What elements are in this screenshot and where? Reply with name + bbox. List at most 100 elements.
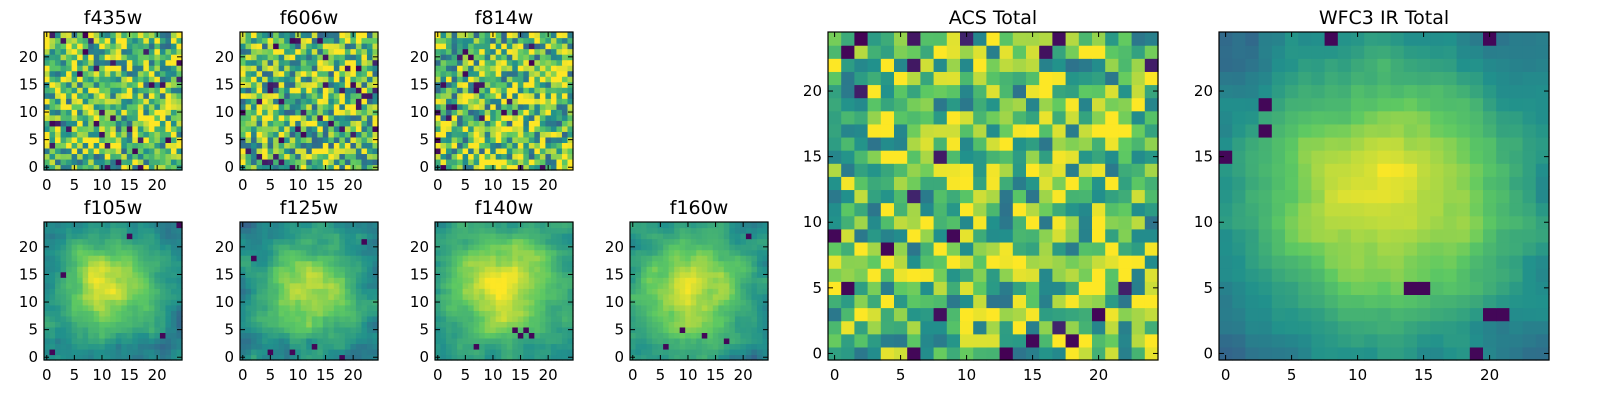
heatmap-cell <box>490 277 497 284</box>
heatmap-cell <box>295 109 302 116</box>
heatmap-cell <box>71 76 78 83</box>
heatmap-cell <box>528 32 535 39</box>
heatmap-cell <box>126 136 133 143</box>
heatmap-cell <box>635 260 642 267</box>
heatmap-cell <box>245 153 252 160</box>
heatmap-cell <box>44 92 51 99</box>
heatmap-cell <box>240 282 247 289</box>
heatmap-cell <box>473 158 480 166</box>
heatmap-cell <box>93 282 100 289</box>
heatmap-cell <box>256 249 263 256</box>
heatmap-cell <box>115 332 122 339</box>
heatmap-cell <box>82 109 89 116</box>
heatmap-cell <box>372 255 379 262</box>
heatmap-cell <box>561 92 569 99</box>
heatmap-cell <box>528 337 535 345</box>
heatmap-cell <box>501 114 508 121</box>
heatmap-cell <box>550 337 558 345</box>
heatmap-cell <box>663 321 670 328</box>
heatmap-cell <box>300 76 307 83</box>
heatmap-cell <box>355 109 363 116</box>
heatmap-cell <box>126 321 133 328</box>
heatmap-cell <box>556 266 563 273</box>
heatmap-cell <box>556 222 563 229</box>
heatmap-cell <box>534 288 541 295</box>
heatmap-cell <box>355 54 363 61</box>
heatmap-cell <box>495 222 502 229</box>
heatmap-cell <box>1131 268 1146 282</box>
heatmap-cell <box>289 277 296 284</box>
heatmap-cell <box>284 271 291 278</box>
heatmap-cell <box>707 249 714 256</box>
heatmap-cell <box>322 76 329 83</box>
heatmap-cell <box>473 76 480 83</box>
heatmap-cell <box>973 294 987 309</box>
heatmap-cell <box>148 114 155 121</box>
heatmap-cell <box>462 332 469 339</box>
heatmap-cell <box>49 293 56 300</box>
heatmap-cell <box>690 266 697 273</box>
heatmap-cell <box>289 120 296 127</box>
heatmap-cell <box>245 70 252 77</box>
heatmap-cell <box>55 304 62 311</box>
heatmap-cell <box>284 131 291 138</box>
heatmap-cell <box>1026 215 1040 230</box>
heatmap-cell <box>121 142 128 149</box>
heatmap-cell <box>986 176 1001 191</box>
heatmap-cell <box>137 81 144 88</box>
x-tick-label: 5 <box>461 366 471 384</box>
heatmap-cell <box>306 147 313 155</box>
heatmap-cell <box>528 249 535 256</box>
heatmap-cell <box>545 65 552 72</box>
heatmap-cell <box>745 310 753 317</box>
heatmap-cell <box>907 176 921 191</box>
heatmap-cell <box>284 293 291 300</box>
heatmap-cell <box>93 310 100 317</box>
heatmap-cell <box>756 354 764 361</box>
heatmap-cell <box>685 238 692 245</box>
heatmap-cell <box>66 125 73 132</box>
heatmap-cell <box>170 81 178 88</box>
heatmap-cell <box>148 288 155 295</box>
heatmap-cell <box>328 43 335 50</box>
heatmap-cell <box>366 310 374 317</box>
heatmap-cell <box>306 43 313 50</box>
heatmap-cell <box>55 348 62 356</box>
heatmap-cell <box>49 266 56 273</box>
heatmap-cell <box>344 98 351 105</box>
heatmap-cell <box>440 32 447 39</box>
heatmap-cell <box>159 37 167 44</box>
heatmap-cell <box>506 158 513 166</box>
heatmap-cell <box>674 249 681 256</box>
heatmap-cell <box>245 293 252 300</box>
heatmap-cell <box>1118 241 1133 256</box>
heatmap-cell <box>66 98 73 105</box>
heatmap-cell <box>154 125 161 132</box>
heatmap-cell <box>361 227 368 234</box>
heatmap-cell <box>512 120 519 127</box>
heatmap-cell <box>328 222 335 229</box>
heatmap-cell <box>77 233 84 240</box>
heatmap-cell <box>165 255 172 262</box>
heatmap-cell <box>960 241 974 256</box>
heatmap-cell <box>512 271 519 278</box>
heatmap-cell <box>1092 281 1106 295</box>
heatmap-cell <box>132 310 139 317</box>
heatmap-cell <box>366 65 374 72</box>
heatmap-cell <box>154 282 161 289</box>
heatmap-cell <box>696 271 703 278</box>
heatmap-cell <box>143 244 150 251</box>
heatmap-cell <box>435 37 442 44</box>
heatmap-cell <box>517 59 524 66</box>
heatmap-cell <box>751 249 758 256</box>
heatmap-cell <box>110 343 117 350</box>
heatmap-cell <box>462 87 469 94</box>
heatmap-cell <box>176 310 183 317</box>
heatmap-cell <box>311 326 318 333</box>
heatmap-cell <box>115 147 122 155</box>
heatmap-cell <box>723 266 730 273</box>
heatmap-cell <box>93 87 100 94</box>
heatmap-cell <box>462 348 469 356</box>
heatmap-cell <box>366 81 374 88</box>
heatmap-cell <box>641 293 648 300</box>
